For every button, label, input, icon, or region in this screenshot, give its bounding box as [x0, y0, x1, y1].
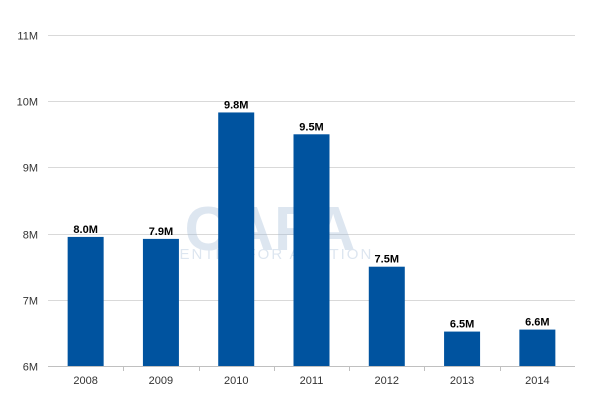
y-axis: 6M 7M 8M 9M 10M 11M — [17, 31, 38, 374]
y-tick-label: 8M — [23, 230, 38, 242]
y-tick-label: 10M — [17, 97, 38, 109]
x-axis: 2008 2009 2010 2011 2012 2013 2014 — [48, 366, 575, 387]
data-label-2013: 6.5M — [450, 319, 474, 331]
data-label-2008: 8.0M — [73, 224, 97, 236]
y-tick-label: 6M — [23, 362, 38, 374]
x-tick-label: 2010 — [224, 375, 248, 387]
bar-2008 — [67, 236, 104, 366]
data-labels: 8.0M 7.9M 9.8M 9.5M 7.5M 6.5M 6.6M — [73, 99, 549, 330]
data-label-2009: 7.9M — [149, 226, 173, 238]
bar-2012 — [368, 266, 405, 366]
data-label-2012: 7.5M — [375, 254, 399, 266]
bar-series — [67, 112, 556, 366]
x-tick-label: 2008 — [73, 375, 97, 387]
x-tick-label: 2011 — [300, 375, 324, 387]
capa-watermark: CAPA CENTRE FOR AVIATION — [167, 195, 374, 264]
watermark-tagline: CENTRE FOR AVIATION — [167, 246, 374, 263]
x-tick-label: 2013 — [450, 375, 474, 387]
y-tick-label: 7M — [23, 296, 38, 308]
data-label-2010: 9.8M — [224, 99, 248, 111]
bar-2013 — [444, 331, 481, 366]
y-tick-label: 11M — [17, 31, 38, 43]
x-tick-label: 2009 — [149, 375, 173, 387]
x-tick-label: 2014 — [525, 375, 549, 387]
bar-2010 — [218, 112, 255, 366]
data-label-2011: 9.5M — [299, 121, 323, 133]
bar-2011 — [293, 134, 330, 366]
x-tick-label: 2012 — [375, 375, 399, 387]
data-label-2014: 6.6M — [525, 317, 549, 329]
y-tick-label: 9M — [23, 163, 38, 175]
bar-2014 — [519, 329, 556, 366]
bar-2009 — [142, 238, 179, 366]
